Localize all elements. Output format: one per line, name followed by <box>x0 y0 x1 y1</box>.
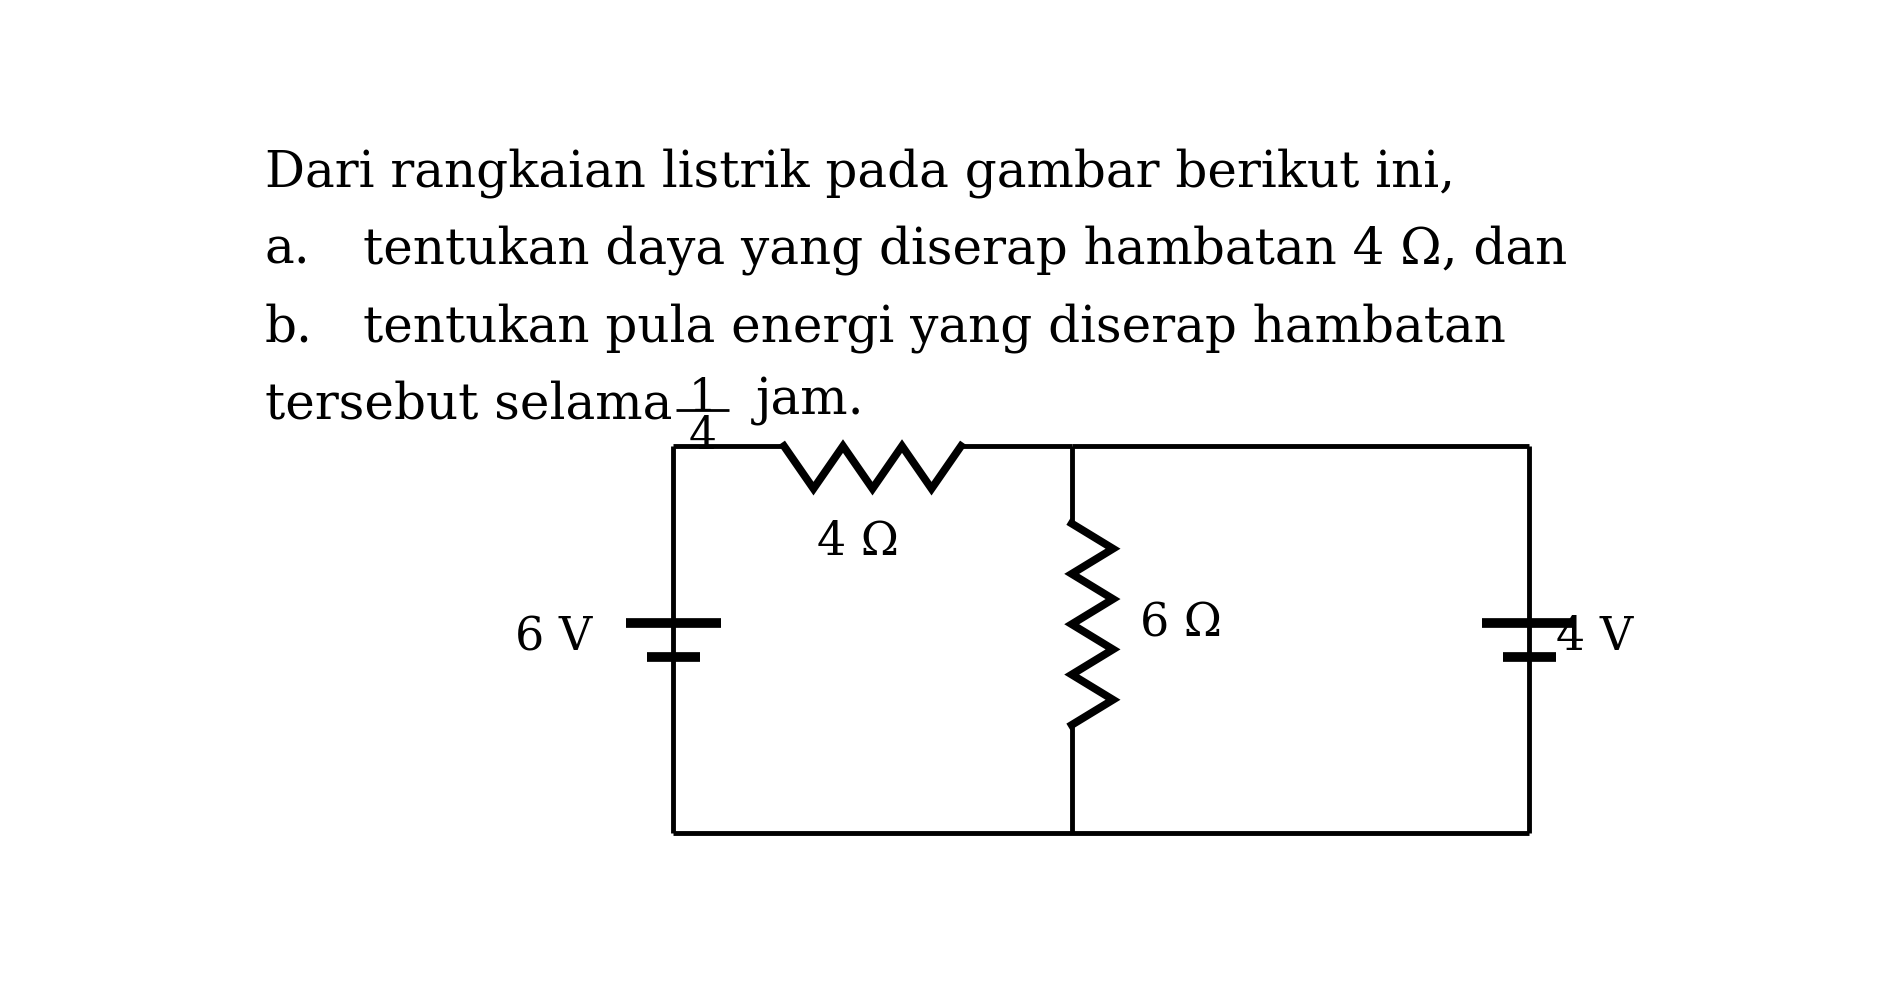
Text: 4 V: 4 V <box>1556 615 1634 660</box>
Text: jam.: jam. <box>756 376 864 426</box>
Text: 1: 1 <box>689 376 716 420</box>
Text: tentukan pula energi yang diserap hambatan: tentukan pula energi yang diserap hambat… <box>364 303 1506 353</box>
Text: 6 V: 6 V <box>514 615 592 660</box>
Text: Dari rangkaian listrik pada gambar berikut ini,: Dari rangkaian listrik pada gambar berik… <box>265 148 1455 198</box>
Text: a.: a. <box>265 225 310 275</box>
Text: 4: 4 <box>689 415 716 459</box>
Text: b.: b. <box>265 303 312 352</box>
Text: tentukan daya yang diserap hambatan 4 Ω, dan: tentukan daya yang diserap hambatan 4 Ω,… <box>364 225 1567 276</box>
Text: 4 Ω: 4 Ω <box>817 520 899 565</box>
Text: tersebut selama: tersebut selama <box>265 380 672 430</box>
Text: 6 Ω: 6 Ω <box>1140 602 1222 647</box>
